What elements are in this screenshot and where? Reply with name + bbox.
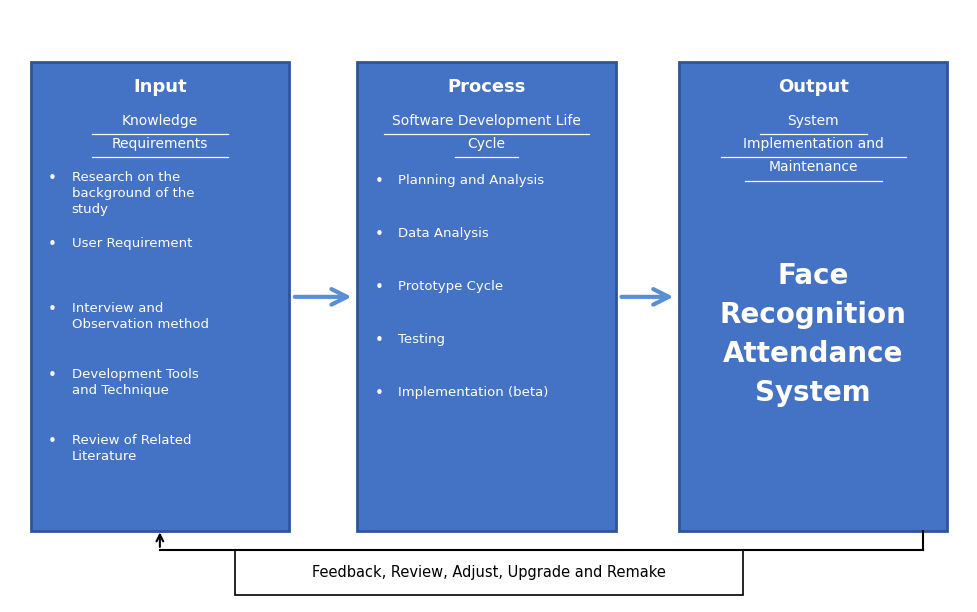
Text: Face
Recognition
Attendance
System: Face Recognition Attendance System xyxy=(719,262,906,407)
Text: System: System xyxy=(786,114,838,128)
Text: Planning and Analysis: Planning and Analysis xyxy=(398,174,544,187)
FancyBboxPatch shape xyxy=(678,62,947,531)
Text: •: • xyxy=(48,302,57,318)
Text: Maintenance: Maintenance xyxy=(768,160,857,174)
Text: Output: Output xyxy=(777,78,848,95)
Text: Implementation and: Implementation and xyxy=(743,137,883,151)
Text: •: • xyxy=(48,368,57,383)
Text: Interview and
Observation method: Interview and Observation method xyxy=(71,302,208,331)
Text: Implementation (beta): Implementation (beta) xyxy=(398,386,548,399)
Text: Process: Process xyxy=(446,78,526,95)
Text: Research on the
background of the
study: Research on the background of the study xyxy=(71,171,193,216)
Text: Input: Input xyxy=(133,78,187,95)
Text: •: • xyxy=(374,227,383,242)
Text: Development Tools
and Technique: Development Tools and Technique xyxy=(71,368,198,397)
Text: •: • xyxy=(48,434,57,449)
Text: •: • xyxy=(374,174,383,188)
Text: •: • xyxy=(374,333,383,348)
FancyBboxPatch shape xyxy=(235,550,742,595)
Text: Knowledge: Knowledge xyxy=(121,114,197,128)
FancyBboxPatch shape xyxy=(30,62,289,531)
Text: User Requirement: User Requirement xyxy=(71,237,191,250)
Text: Requirements: Requirements xyxy=(111,137,208,151)
Text: •: • xyxy=(374,280,383,295)
Text: Prototype Cycle: Prototype Cycle xyxy=(398,280,503,293)
Text: Cycle: Cycle xyxy=(467,137,505,151)
FancyBboxPatch shape xyxy=(357,62,616,531)
Text: •: • xyxy=(374,386,383,401)
Text: •: • xyxy=(48,237,57,252)
Text: Software Development Life: Software Development Life xyxy=(392,114,580,128)
Text: •: • xyxy=(48,171,57,186)
Text: Feedback, Review, Adjust, Upgrade and Remake: Feedback, Review, Adjust, Upgrade and Re… xyxy=(312,565,665,580)
Text: Testing: Testing xyxy=(398,333,445,346)
Text: Review of Related
Literature: Review of Related Literature xyxy=(71,434,191,463)
Text: Data Analysis: Data Analysis xyxy=(398,227,488,240)
